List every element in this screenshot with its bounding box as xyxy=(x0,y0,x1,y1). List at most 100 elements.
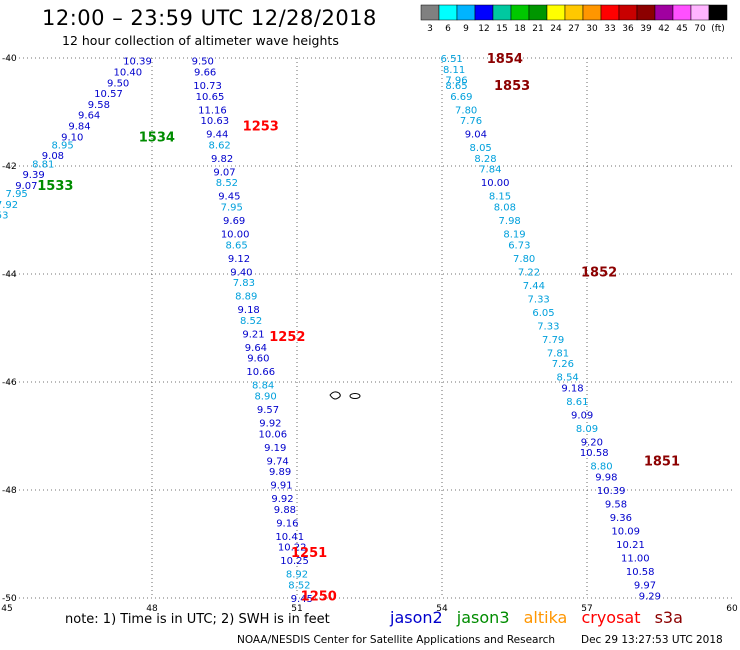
legend-label: 15 xyxy=(496,24,507,34)
wave-height-reading: 6.05 xyxy=(532,308,554,319)
legend-label: 3 xyxy=(427,24,433,34)
lat-tick-label: -40 xyxy=(2,54,17,64)
legend-swatch xyxy=(528,4,548,21)
wave-height-reading: 7.95 xyxy=(6,189,28,200)
sat-altika: altika xyxy=(523,608,568,627)
wave-height-reading: 9.66 xyxy=(194,68,216,79)
wave-height-reading: 7.33 xyxy=(537,321,559,332)
wave-height-reading: 9.50 xyxy=(107,78,129,89)
legend-swatch xyxy=(492,4,512,21)
legend-label: 27 xyxy=(568,24,579,34)
sat-jason3: jason3 xyxy=(456,608,510,627)
wave-height-reading: 11.16 xyxy=(198,105,227,116)
wave-height-reading: 10.58 xyxy=(580,448,609,459)
legend-label: 39 xyxy=(640,24,652,34)
pass-time-label: 1854 xyxy=(487,52,523,67)
wave-height-reading: 7.98 xyxy=(499,216,521,227)
legend-swatch xyxy=(582,4,602,21)
lon-tick-label: 54 xyxy=(436,604,448,614)
legend-label: 12 xyxy=(478,24,489,34)
sat-cryosat: cryosat xyxy=(581,608,641,627)
pass-time-label: 1250 xyxy=(301,589,337,604)
pass-time-label: 1851 xyxy=(644,454,680,469)
wave-height-reading: 8.52 xyxy=(216,178,238,189)
wave-height-reading: 10.58 xyxy=(626,567,655,578)
wave-height-reading: 8.54 xyxy=(557,373,579,384)
legend-swatch xyxy=(618,4,638,21)
wave-height-reading: 9.64 xyxy=(245,343,267,354)
wave-height-reading: 9.98 xyxy=(595,473,617,484)
wave-height-reading: 8.92 xyxy=(286,570,308,581)
wave-height-reading: 9.60 xyxy=(247,354,269,365)
wave-height-reading: 9.20 xyxy=(581,437,603,448)
wave-height-reading: 8.11 xyxy=(443,65,465,76)
legend-swatch xyxy=(438,4,458,21)
pass-time-label: 1251 xyxy=(291,546,327,561)
wave-height-reading: 10.00 xyxy=(481,178,510,189)
lon-tick-label: 57 xyxy=(581,604,592,614)
wave-height-reading: 9.40 xyxy=(230,267,252,278)
wave-height-reading: 9.92 xyxy=(259,419,281,430)
wave-height-reading: 9.88 xyxy=(274,505,296,516)
credit-line: NOAA/NESDIS Center for Satellite Applica… xyxy=(237,634,555,646)
wave-height-reading: 9.45 xyxy=(291,594,313,605)
wave-height-reading: 8.05 xyxy=(470,143,492,154)
wave-height-reading: 7.80 xyxy=(455,105,477,116)
legend-swatch xyxy=(456,4,476,21)
wave-height-reading: 10.22 xyxy=(278,543,307,554)
lat-tick-label: -46 xyxy=(2,378,17,388)
satellite-legend: jason2 jason3 altika cryosat s3a xyxy=(390,608,692,627)
wave-height-reading: 10.63 xyxy=(201,116,230,127)
wave-height-reading: 9.58 xyxy=(605,500,627,511)
legend-swatch xyxy=(474,4,494,21)
lon-tick-label: 48 xyxy=(146,604,158,614)
wave-height-reading: 9.58 xyxy=(88,100,110,111)
lat-tick-label: -44 xyxy=(2,270,17,280)
wave-height-reading: 8.61 xyxy=(566,397,588,408)
legend-label: 30 xyxy=(586,24,598,34)
wave-height-reading: 8.89 xyxy=(235,292,257,303)
wave-height-reading: 8.65 xyxy=(225,240,247,251)
wave-height-reading: 8.19 xyxy=(503,230,525,241)
wave-height-reading: 10.00 xyxy=(221,230,250,241)
pass-time-label: 1253 xyxy=(243,120,279,135)
legend-swatch xyxy=(690,4,710,21)
legend-label: 18 xyxy=(514,24,526,34)
wave-height-reading: 10.41 xyxy=(275,532,304,543)
wave-height-reading: 9.44 xyxy=(206,130,228,141)
wave-height-reading: 8.62 xyxy=(209,140,231,151)
wave-height-reading: 6.73 xyxy=(508,240,530,251)
pass-time-label: 1852 xyxy=(581,265,617,280)
pass-time-label: 1533 xyxy=(37,179,73,194)
wave-height-reading: 9.10 xyxy=(61,132,83,143)
wave-height-reading: 7.80 xyxy=(513,254,535,265)
legend-swatch xyxy=(672,4,692,21)
wave-height-readings: 10.3910.409.5010.579.589.649.849.108.959… xyxy=(0,54,661,605)
map-subtitle: 12 hour collection of altimeter wave hei… xyxy=(62,33,339,48)
wave-height-reading: 7.22 xyxy=(518,267,540,278)
wave-height-reading: 8.28 xyxy=(474,154,496,165)
pass-time-label: 1534 xyxy=(139,130,175,145)
wave-height-reading: 8.15 xyxy=(489,192,511,203)
legend-swatch xyxy=(420,4,440,21)
wave-height-reading: 8.81 xyxy=(32,159,54,170)
wave-height-reading: 10.39 xyxy=(597,486,626,497)
island-outline xyxy=(329,391,361,400)
sat-s3a: s3a xyxy=(654,608,683,627)
legend-swatch xyxy=(600,4,620,21)
wave-height-reading: 10.09 xyxy=(611,527,640,538)
wave-height-reading: 9.91 xyxy=(270,481,292,492)
generation-timestamp: Dec 29 13:27:53 UTC 2018 xyxy=(581,634,723,646)
wave-height-reading: 9.07 xyxy=(213,167,235,178)
wave-height-reading: 7.81 xyxy=(547,348,569,359)
lat-tick-label: -48 xyxy=(2,486,17,496)
legend-label: 21 xyxy=(532,24,543,34)
lon-tick-label: 45 xyxy=(1,604,12,614)
wave-height-reading: 10.40 xyxy=(114,68,143,79)
legend-label: 45 xyxy=(676,24,687,34)
legend-label: 36 xyxy=(622,24,634,34)
legend-label: 6 xyxy=(445,24,451,34)
wave-height-reading: 9.18 xyxy=(561,383,583,394)
wave-height-reading: 10.57 xyxy=(94,89,123,100)
wave-height-reading: 10.65 xyxy=(196,92,225,103)
